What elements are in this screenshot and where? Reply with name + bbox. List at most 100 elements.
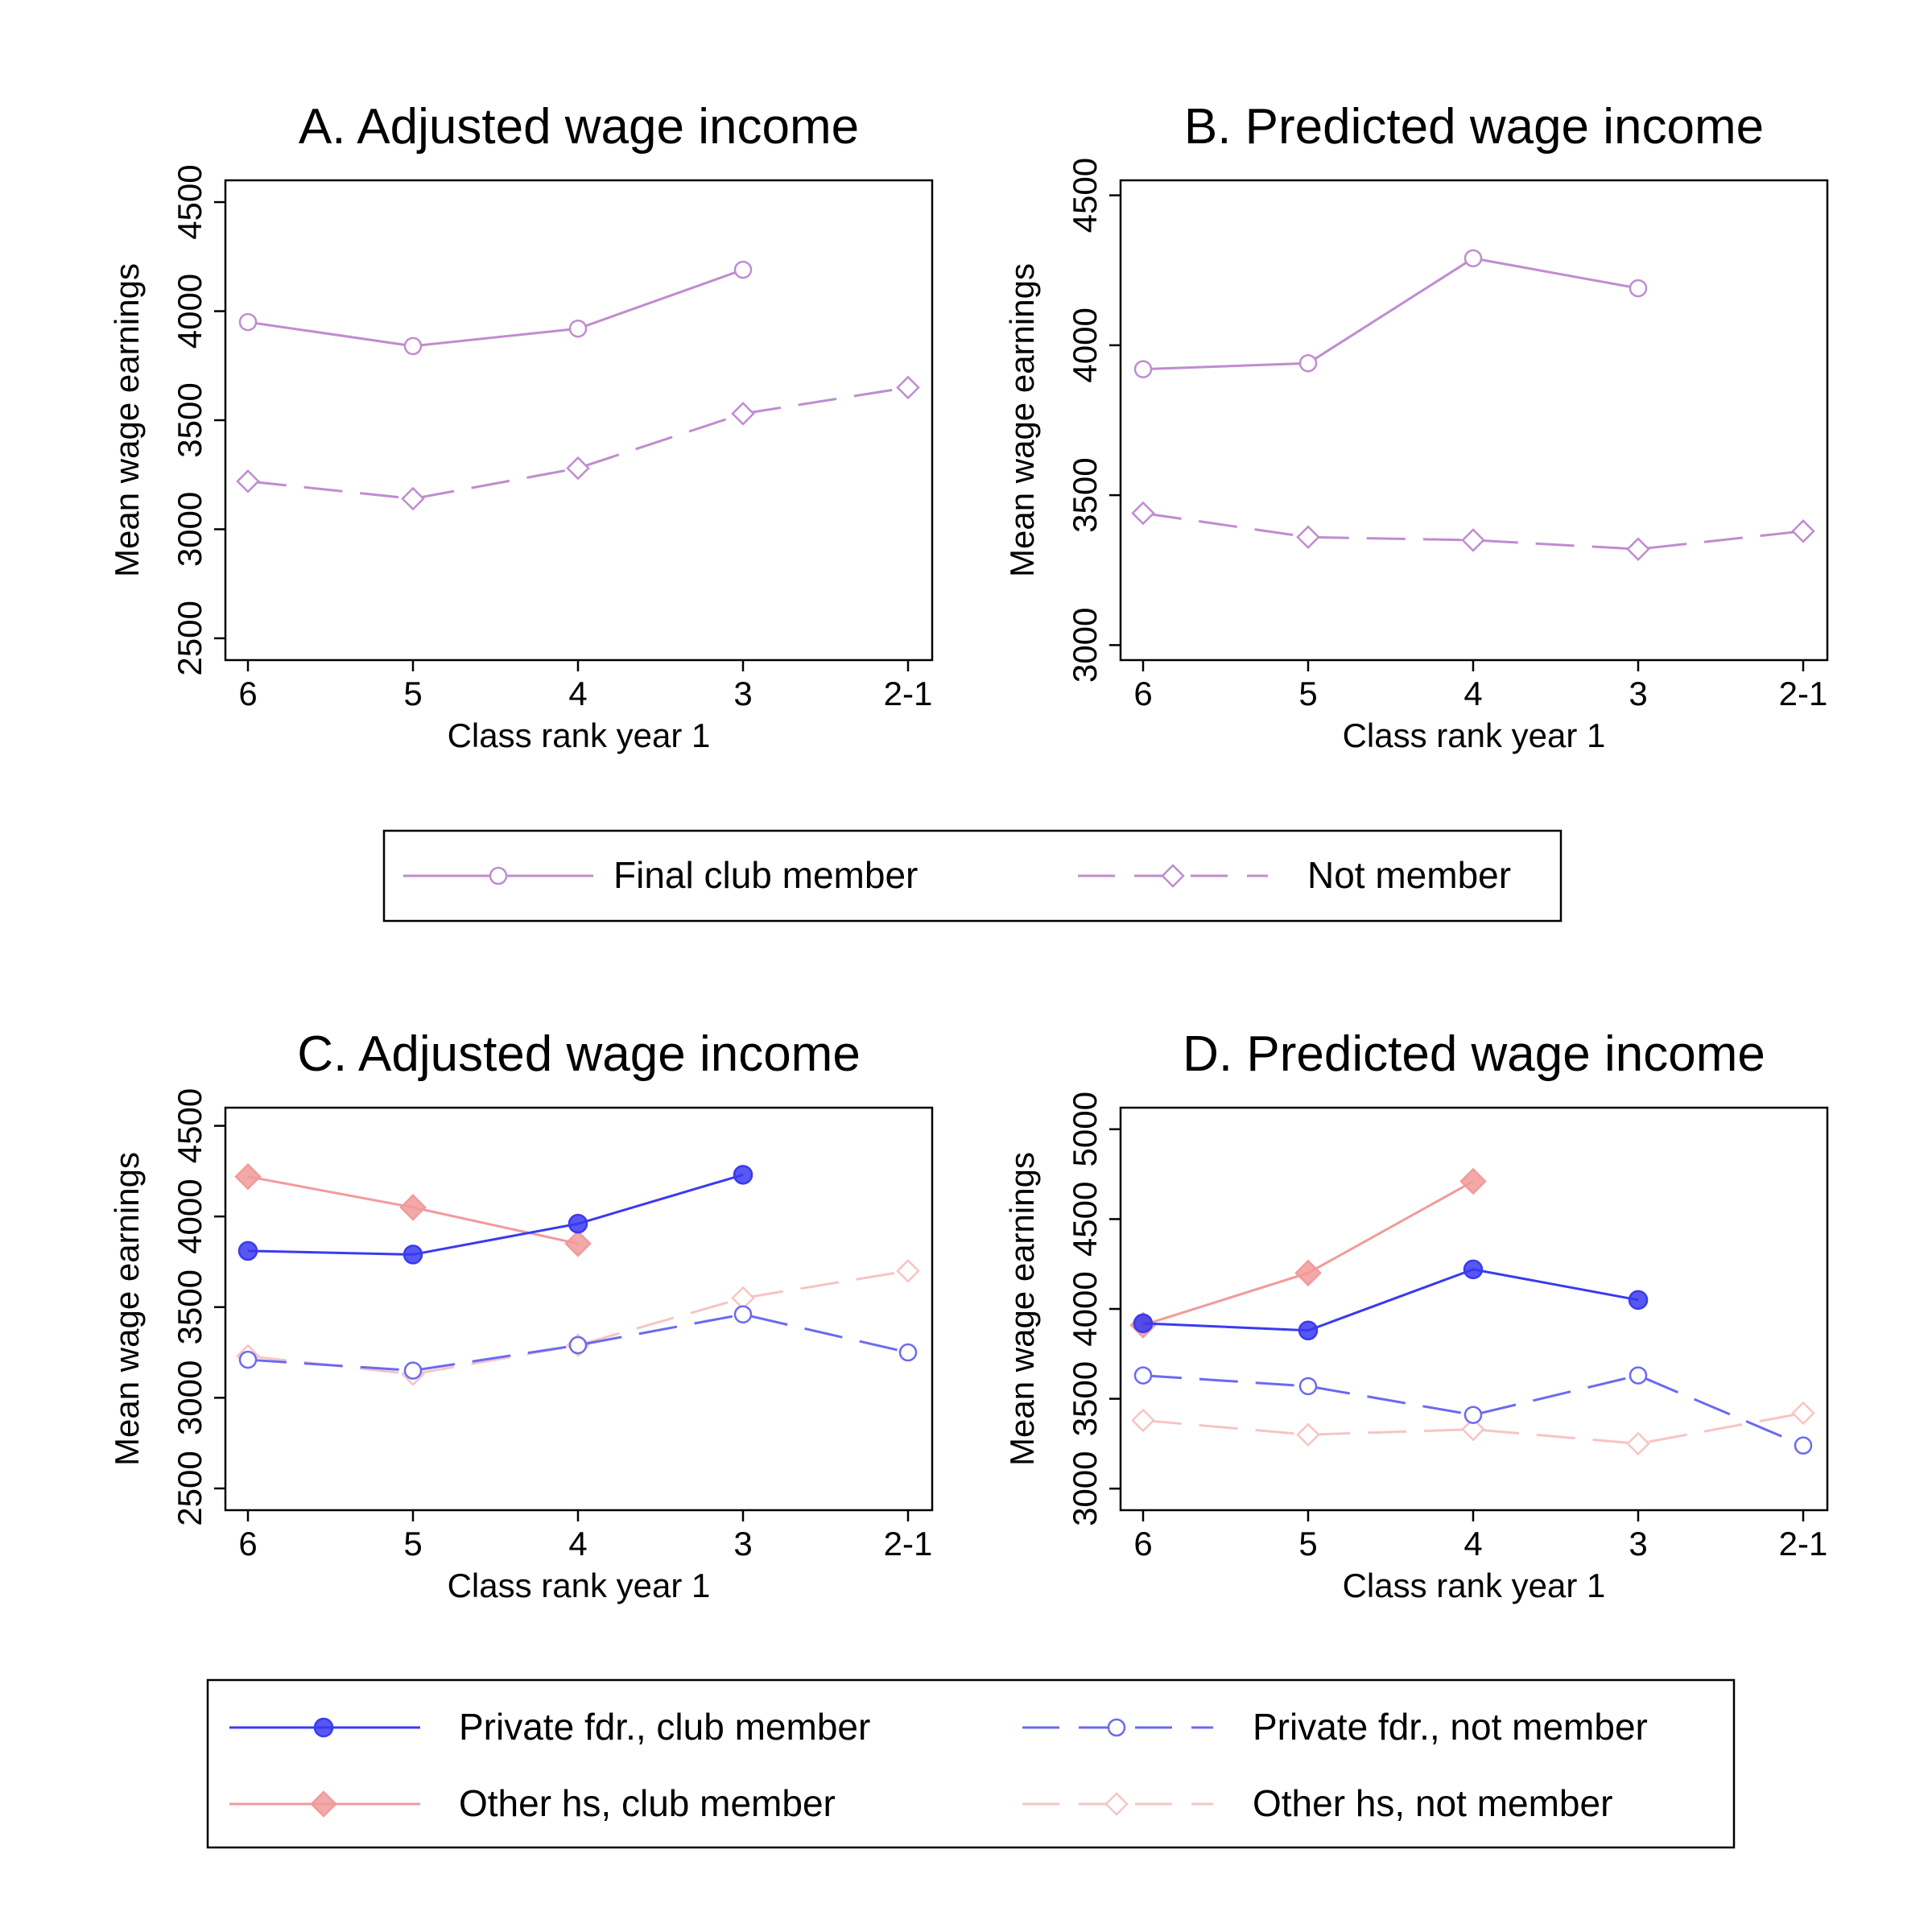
x-tick-label: 2-1 xyxy=(884,675,933,712)
x-tick-label: 2-1 xyxy=(884,1525,933,1563)
y-tick-label: 3500 xyxy=(1066,1361,1104,1436)
x-tick-label: 6 xyxy=(238,1525,257,1563)
data-point xyxy=(1463,1406,1483,1424)
plot-frame xyxy=(224,179,934,662)
x-tick-label: 6 xyxy=(1133,1525,1152,1563)
y-tick-label: 3000 xyxy=(171,1360,208,1435)
x-tick-label: 3 xyxy=(1629,675,1647,712)
data-point xyxy=(1791,1401,1815,1426)
legend-label: Private fdr., not member xyxy=(1253,1706,1648,1748)
legend-swatch-marker xyxy=(1161,864,1185,888)
y-tick-label: 3500 xyxy=(1066,457,1104,532)
x-axis-title: Class rank year 1 xyxy=(1343,716,1606,754)
series-private-fdr-not-member xyxy=(1133,1366,1813,1455)
data-point xyxy=(896,1258,920,1283)
x-tick-label: 4 xyxy=(1463,675,1482,712)
data-point xyxy=(1131,1408,1155,1433)
legend-item: Final club member xyxy=(403,854,918,896)
data-point xyxy=(1463,1259,1484,1280)
legend-label: Other hs, not member xyxy=(1253,1782,1612,1824)
legend-item: Other hs, club member xyxy=(229,1782,836,1824)
legend-item: Other hs, not member xyxy=(1022,1782,1612,1824)
series-other-hs-club-member xyxy=(1129,1167,1487,1339)
data-point xyxy=(1629,1366,1648,1385)
x-tick-label: 6 xyxy=(1133,675,1152,712)
x-tick-label: 3 xyxy=(1629,1525,1647,1563)
y-tick-label: 4500 xyxy=(171,1088,208,1163)
data-point xyxy=(1133,1366,1153,1385)
legend-label: Other hs, club member xyxy=(459,1782,836,1824)
legend-swatch-marker xyxy=(1104,1792,1129,1816)
legend-bottom: Private fdr., club member Private fdr., n… xyxy=(206,1678,1736,1849)
data-point xyxy=(1461,528,1485,552)
series-other-hs-not-member xyxy=(1131,1401,1815,1456)
legend-top: Final club member Not member xyxy=(382,829,1563,923)
x-tick-label: 3 xyxy=(733,675,752,712)
y-tick-label: 4500 xyxy=(1066,1182,1104,1257)
legend-frame xyxy=(206,1678,1736,1849)
series-line xyxy=(1142,1268,1639,1332)
data-point xyxy=(1459,1167,1487,1195)
x-tick-label: 5 xyxy=(1298,675,1317,712)
x-axis-title: Class rank year 1 xyxy=(448,716,711,754)
series-not-member xyxy=(236,375,920,511)
x-axis-title: Class rank year 1 xyxy=(448,1567,711,1604)
legend-label: Not member xyxy=(1307,854,1511,896)
panel-c: C. Adjusted wage income 2500 3000 3500 4000 4… xyxy=(108,1026,934,1604)
legend-label: Final club member xyxy=(613,854,918,896)
data-point xyxy=(731,402,755,426)
data-point xyxy=(1296,1422,1320,1447)
data-point xyxy=(564,1230,592,1257)
x-tick-label: 5 xyxy=(403,675,422,712)
data-point xyxy=(1794,1436,1813,1455)
x-tick-label: 4 xyxy=(1463,1525,1482,1563)
series-private-fdr-club-member xyxy=(237,1165,753,1265)
panel-d: D. Predicted wage income3000350040004500… xyxy=(1003,1026,1829,1604)
x-tick-label: 6 xyxy=(238,675,257,712)
data-point xyxy=(566,456,590,481)
data-point xyxy=(401,486,425,511)
data-point xyxy=(238,1350,258,1369)
y-tick-label: 2500 xyxy=(171,1451,208,1525)
data-point xyxy=(896,375,920,400)
series-line xyxy=(247,1269,909,1376)
data-point xyxy=(1463,249,1483,268)
series-final-club-member xyxy=(238,260,753,356)
legend-swatch-marker xyxy=(1107,1718,1126,1737)
data-point xyxy=(733,1165,753,1185)
y-tick-label: 2500 xyxy=(171,601,208,675)
series-line xyxy=(247,386,909,501)
data-point xyxy=(234,1162,262,1191)
data-point xyxy=(568,1335,588,1355)
legend-swatch-marker xyxy=(310,1790,337,1818)
y-tick-label: 4000 xyxy=(171,1179,208,1253)
data-point xyxy=(1294,1259,1322,1287)
legend-item: Private fdr., club member xyxy=(229,1706,870,1748)
data-point xyxy=(1626,1431,1650,1456)
series-other-hs-club-member xyxy=(234,1162,592,1257)
data-point xyxy=(238,312,258,332)
series-not-member xyxy=(1131,501,1815,561)
data-point xyxy=(1626,537,1650,561)
y-tick-label: 4000 xyxy=(1066,308,1104,382)
chart-title: C. Adjusted wage income xyxy=(297,1026,861,1082)
y-tick-label: 4500 xyxy=(1066,158,1104,233)
data-point xyxy=(1628,1290,1649,1311)
y-tick-label: 3500 xyxy=(171,382,208,457)
data-point xyxy=(568,1213,588,1234)
y-axis-title: Mean wage earnings xyxy=(108,263,146,577)
data-point xyxy=(237,1241,258,1261)
data-point xyxy=(898,1343,918,1362)
data-point xyxy=(733,1305,753,1324)
data-point xyxy=(1296,525,1320,550)
data-point xyxy=(236,469,260,493)
y-tick-label: 3000 xyxy=(1066,608,1104,683)
x-tick-label: 4 xyxy=(568,675,587,712)
chart-title: B. Predicted wage income xyxy=(1184,99,1764,155)
series-final-club-member xyxy=(1133,249,1648,378)
data-point xyxy=(1461,1417,1485,1442)
y-tick-label: 3000 xyxy=(1066,1451,1104,1525)
legend-swatch-marker xyxy=(489,866,508,886)
data-point xyxy=(568,319,588,338)
